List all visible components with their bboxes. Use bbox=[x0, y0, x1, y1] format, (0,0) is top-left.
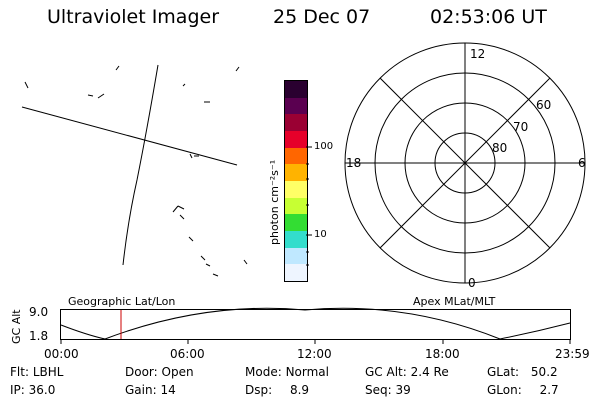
polar-label-bottom: 0 bbox=[468, 276, 476, 290]
colorbar-band bbox=[285, 97, 307, 115]
orbit-x-tick-1200: 12:00 bbox=[297, 347, 332, 361]
info-ip: IP: 36.0 bbox=[10, 383, 56, 397]
colorbar-ticks bbox=[306, 146, 312, 266]
orbit-plot bbox=[60, 307, 571, 344]
colorbar-band bbox=[285, 247, 307, 265]
geographic-image-panel bbox=[21, 64, 248, 277]
info-gc-alt: GC Alt: 2.4 Re bbox=[365, 365, 449, 379]
longitude-line bbox=[122, 64, 159, 266]
colorbar-band bbox=[285, 81, 307, 98]
polar-lat-80: 80 bbox=[492, 141, 508, 155]
colorbar-band bbox=[285, 214, 307, 232]
info-gain: Gain: 14 bbox=[125, 383, 176, 397]
orbit-altitude-curve bbox=[60, 307, 571, 340]
polar-plot bbox=[344, 42, 586, 284]
polar-label-right: 6 bbox=[578, 156, 586, 170]
colorbar-band bbox=[285, 147, 307, 165]
info-seq: Seq: 39 bbox=[365, 383, 411, 397]
orbit-plot-frame bbox=[60, 309, 571, 340]
info-mode: Mode: Normal bbox=[245, 365, 329, 379]
date-label: 25 Dec 07 bbox=[273, 6, 371, 28]
colorbar-band bbox=[285, 114, 307, 132]
colorbar-tick-100: 100 bbox=[314, 141, 334, 152]
colorbar-band bbox=[285, 231, 307, 248]
colorbar-band bbox=[285, 164, 307, 182]
orbit-x-tick-0000: 00:00 bbox=[44, 347, 79, 361]
colorbar-band bbox=[285, 131, 307, 148]
info-flt: Flt: LBHL bbox=[10, 365, 64, 379]
orbit-right-title: Apex MLat/MLT bbox=[413, 295, 496, 308]
polar-lat-60: 60 bbox=[536, 98, 552, 112]
polar-lat-70: 70 bbox=[513, 120, 529, 134]
colorbar-band bbox=[285, 197, 307, 215]
info-dsp: Dsp: 8.9 bbox=[245, 383, 310, 397]
info-door: Door: Open bbox=[125, 365, 194, 379]
orbit-x-tick-1800: 18:00 bbox=[425, 347, 460, 361]
orbit-x-tick-2359: 23:59 bbox=[555, 347, 590, 361]
orbit-x-tick-0600: 06:00 bbox=[170, 347, 205, 361]
instrument-title: Ultraviolet Imager bbox=[47, 6, 220, 28]
colorbar-tick-10: 10 bbox=[314, 229, 327, 240]
orbit-y-axis-label: GC Alt bbox=[10, 309, 23, 344]
colorbar-band bbox=[285, 181, 307, 198]
polar-label-top: 12 bbox=[470, 47, 486, 61]
colorbar bbox=[284, 80, 308, 282]
colorbar-units-label: photon cm⁻²s⁻¹ bbox=[268, 159, 281, 245]
colorbar-band bbox=[285, 264, 307, 282]
info-glat: GLat: 50.2 bbox=[487, 365, 558, 379]
time-label: 02:53:06 UT bbox=[430, 6, 547, 28]
orbit-y-tick-high: 9.0 bbox=[29, 305, 49, 319]
orbit-left-title: Geographic Lat/Lon bbox=[68, 295, 176, 308]
info-glon: GLon: 2.7 bbox=[487, 383, 559, 397]
latitude-line bbox=[21, 106, 238, 166]
orbit-y-tick-low: 1.8 bbox=[29, 329, 49, 343]
polar-label-left: 18 bbox=[346, 156, 362, 170]
